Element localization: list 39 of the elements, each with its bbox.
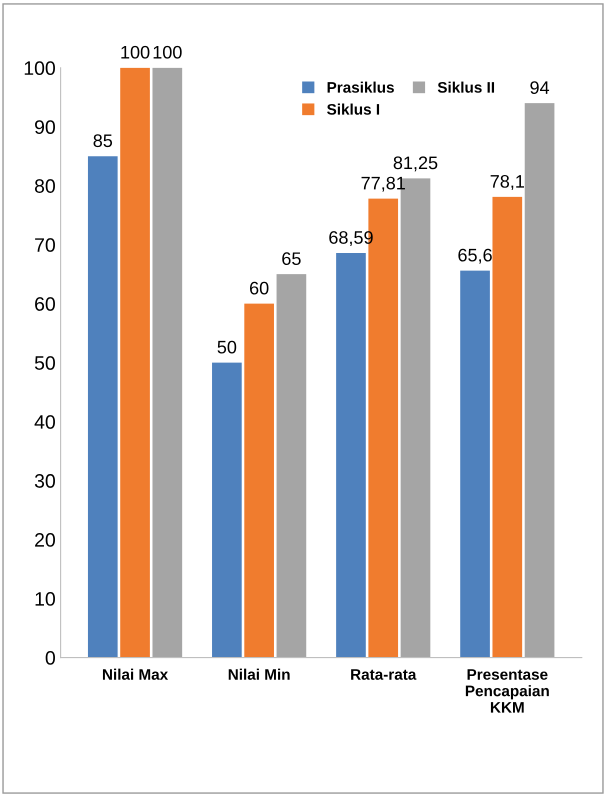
data-label: 77,81: [362, 176, 405, 192]
bar: [524, 103, 554, 658]
bar: [152, 68, 182, 658]
data-label: 78,1: [490, 174, 524, 190]
bar: [492, 196, 522, 658]
bar: [244, 304, 274, 658]
y-tick-label: 60: [35, 297, 55, 311]
data-label: 81,25: [394, 156, 438, 172]
x-tick-label: Rata-rata: [351, 669, 416, 680]
bar: [460, 270, 490, 658]
bar: [212, 362, 242, 658]
y-tick-label: 100: [24, 61, 55, 75]
data-label: 65: [282, 252, 301, 266]
y-tick-label: 20: [35, 533, 55, 547]
legend-label: Prasiklus: [328, 82, 394, 93]
x-tick-label: Nilai Min: [228, 668, 290, 680]
y-tick-label: 80: [34, 179, 55, 193]
y-tick-label: 0: [46, 650, 55, 665]
data-label: 65,6: [458, 248, 492, 264]
data-label: 100: [154, 46, 182, 59]
data-label: 94: [530, 81, 550, 94]
legend-label: Siklus II: [438, 82, 494, 93]
x-tick-label: Presentase Pencapaian KKM: [466, 669, 549, 713]
y-tick-label: 30: [34, 474, 55, 488]
y-tick-label: 10: [36, 592, 55, 606]
bar: [276, 274, 306, 658]
data-label: 60: [250, 282, 268, 295]
data-label: 85: [94, 134, 112, 148]
legend-label: Siklus I: [327, 104, 380, 115]
y-tick-label: 70: [35, 238, 55, 252]
y-tick-label: 50: [34, 356, 55, 370]
bar: [88, 156, 118, 658]
bar: [336, 252, 366, 658]
x-tick-label: Nilai Max: [102, 668, 168, 680]
y-tick-label: 90: [35, 120, 55, 134]
bar: [120, 68, 150, 658]
data-label: 100: [121, 46, 150, 59]
data-label: 50: [218, 340, 236, 354]
y-tick-label: 40: [34, 415, 55, 429]
